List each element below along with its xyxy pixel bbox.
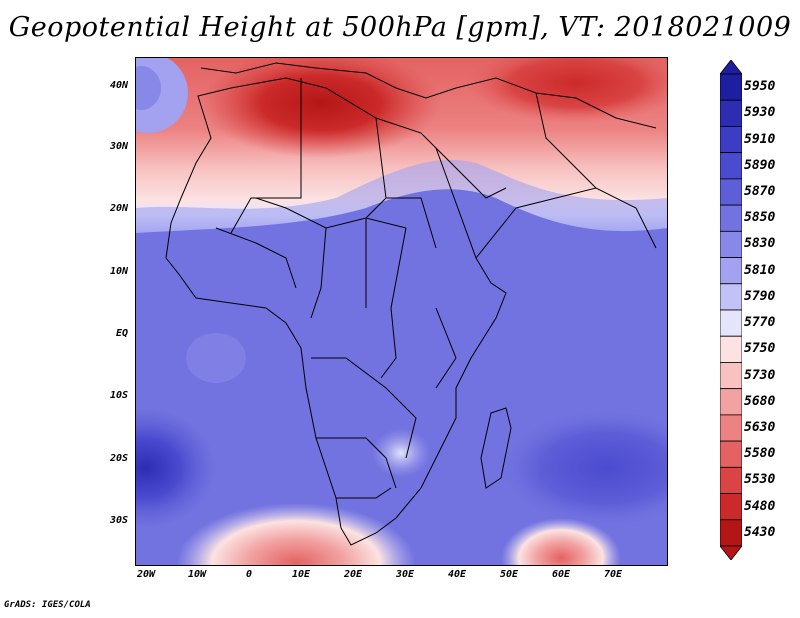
legend-arrow-bottom	[720, 545, 742, 560]
legend-swatch	[720, 362, 742, 390]
legend-swatch	[720, 414, 742, 442]
legend-arrow-top	[720, 60, 742, 75]
legend-swatch	[720, 126, 742, 154]
legend-label: 5850	[744, 210, 776, 226]
legend-swatch	[720, 309, 742, 337]
legend-swatch	[720, 230, 742, 258]
lat-label-30n: 30N	[109, 141, 128, 152]
lat-label-eq: EQ	[115, 328, 128, 339]
legend-label: 5910	[744, 131, 776, 147]
legend-label: 5830	[744, 236, 776, 252]
legend-swatch	[720, 99, 742, 127]
lat-label-30s: 30S	[109, 515, 128, 526]
chart-title: Geopotential Height at 500hPa [gpm], VT:…	[8, 12, 792, 43]
lon-label-30e: 30E	[395, 569, 415, 580]
lon-label-40e: 40E	[447, 569, 467, 580]
lat-label-20s: 20S	[109, 453, 128, 464]
legend-swatch	[720, 440, 742, 468]
legend-label: 5430	[744, 524, 776, 540]
lat-label-10n: 10N	[109, 266, 128, 277]
legend-label: 5810	[744, 262, 776, 278]
legend-label: 5630	[744, 420, 776, 435]
legend-swatch	[720, 493, 742, 521]
lon-label-60e: 60E	[551, 569, 571, 580]
lon-label-20w: 20W	[136, 569, 156, 580]
lon-label-10w: 10W	[187, 569, 207, 580]
legend-swatch	[720, 388, 742, 416]
legend-swatch	[720, 283, 742, 311]
lon-label-20e: 20E	[343, 569, 363, 580]
legend-swatch	[720, 73, 742, 101]
legend-swatch	[720, 178, 742, 206]
legend-swatch	[720, 152, 742, 180]
legend-swatch	[720, 204, 742, 232]
legend-label: 5770	[744, 315, 776, 331]
lon-label-0: 0	[245, 569, 253, 580]
legend-label: 5530	[744, 472, 776, 488]
legend-swatch	[720, 519, 742, 547]
legend-label: 5870	[744, 184, 776, 199]
legend-label: 5890	[744, 157, 776, 173]
legend-swatch	[720, 466, 742, 494]
lon-label-70e: 70E	[603, 569, 623, 580]
legend-label: 5480	[744, 498, 776, 514]
lat-label-40n: 40N	[109, 80, 128, 91]
legend-label: 5790	[744, 288, 776, 304]
map-canvas	[136, 58, 667, 565]
legend-colorbar	[720, 60, 742, 560]
legend-swatch	[720, 335, 742, 363]
lon-label-50e: 50E	[499, 569, 519, 580]
legend-label: 5580	[744, 446, 776, 462]
lat-label-10s: 10S	[109, 390, 128, 401]
legend-label: 5950	[744, 79, 776, 95]
lon-label-10e: 10E	[291, 569, 311, 580]
legend-label: 5680	[744, 393, 776, 409]
map-panel	[135, 57, 668, 566]
legend-label: 5750	[744, 341, 776, 357]
lat-label-20n: 20N	[109, 203, 128, 214]
credit-text: GrADS: IGES/COLA	[4, 600, 91, 610]
legend-swatch	[720, 257, 742, 285]
legend-label: 5730	[744, 367, 776, 383]
legend-label: 5930	[744, 105, 776, 121]
